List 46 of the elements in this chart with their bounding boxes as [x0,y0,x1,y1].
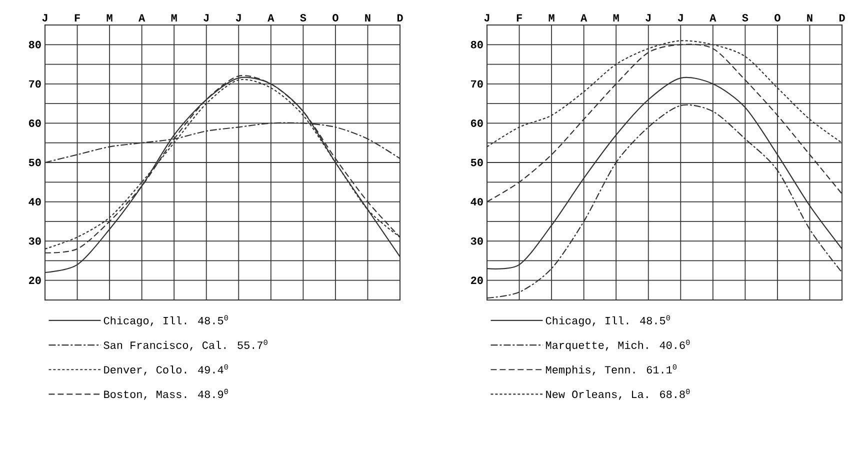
x-tick-label: J [204,14,209,22]
y-tick-label: 20 [470,276,483,284]
x-tick-label: A [580,14,588,22]
y-tick-label: 50 [28,158,41,166]
x-tick-label: S [742,14,748,22]
y-tick-label: 30 [470,237,483,245]
y-tick-label: 80 [470,40,483,48]
x-tick-label: D [839,14,845,22]
y-tick-label: 20 [28,276,41,284]
y-tick-label: 80 [28,40,41,48]
legend-label: Marquette, Mich. 40.6$^{0}$ [546,340,690,352]
x-tick-label: M [548,14,554,22]
x-tick-label: J [646,14,651,22]
x-tick-label: A [138,14,146,22]
y-tick-label: 60 [29,120,41,127]
x-tick-label: D [397,14,403,22]
legend-label: Memphis, Tenn. 61.1$^{0}$ [546,364,677,376]
x-tick-label: A [268,14,274,22]
legend-label: Chicago, Ill. 48.5$^{0}$ [104,315,228,327]
legend-label: Boston, Mass. 48.9$^{0}$ [104,388,228,400]
legend-label: San Francisco, Cal. 55.7$^{0}$ [104,340,268,351]
x-tick-label: A [710,14,716,22]
legend-label: Chicago, Ill. 48.5$^{0}$ [546,315,670,327]
x-tick-label: N [807,14,812,22]
x-tick-label: J [678,14,683,22]
x-tick-label: O [774,14,780,22]
x-tick-label: F [516,14,522,22]
y-tick-label: 70 [29,80,41,88]
y-tick-label: 70 [471,80,483,88]
x-tick-label: J [42,14,48,22]
x-tick-label: M [613,14,619,22]
y-tick-label: 60 [471,120,483,127]
x-tick-label: S [300,14,306,22]
x-tick-label: N [365,14,370,22]
x-tick-label: M [171,14,177,22]
x-tick-label: O [332,14,338,22]
x-tick-label: J [236,14,241,22]
y-tick-label: 50 [470,158,483,166]
x-tick-label: J [484,14,490,22]
x-tick-label: F [74,14,80,22]
y-tick-label: 30 [28,237,41,245]
legend-label: Denver, Colo. 49.4$^{0}$ [104,364,228,376]
y-tick-label: 40 [28,198,41,206]
x-tick-label: M [106,14,112,22]
legend-label: New Orleans, La. 68.8$^{0}$ [546,388,690,400]
y-tick-label: 40 [470,198,483,206]
